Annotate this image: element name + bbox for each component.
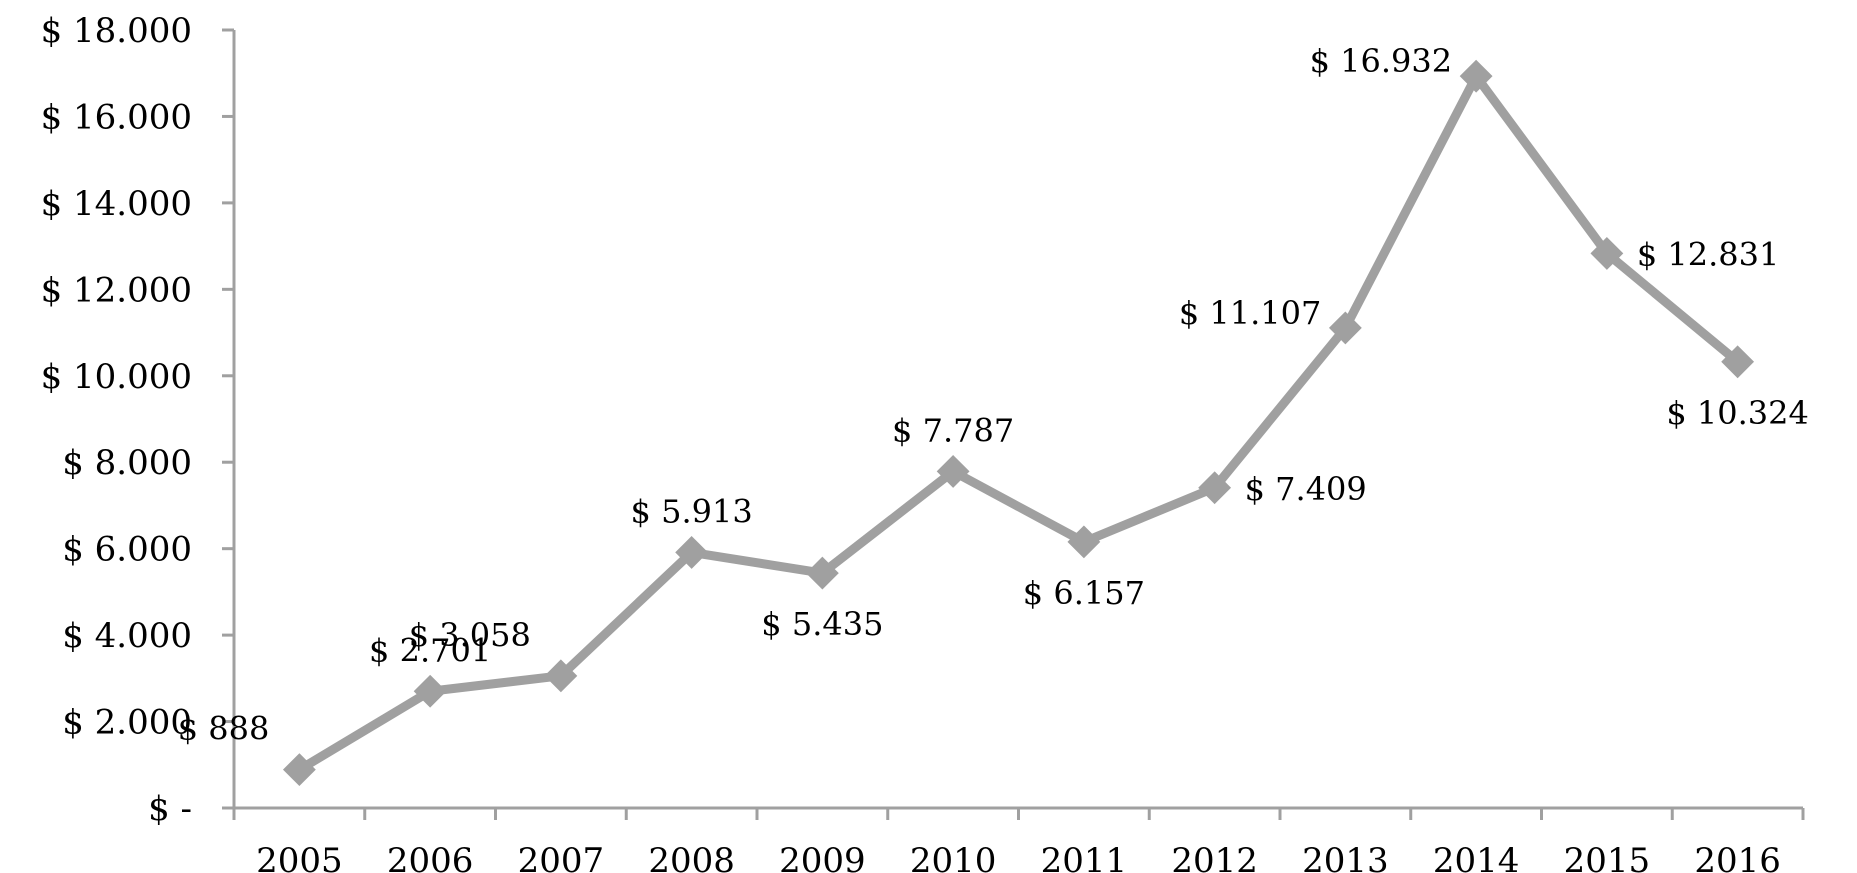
data-label: $ 5.913 — [631, 492, 753, 530]
x-tick-label: 2006 — [387, 841, 474, 873]
y-tick-label: $ 6.000 — [62, 530, 192, 570]
y-tick-label: $ 8.000 — [62, 443, 192, 483]
data-label: $ 7.787 — [892, 411, 1014, 449]
data-label: $ 11.107 — [1179, 294, 1322, 332]
x-tick-label: 2014 — [1433, 841, 1520, 873]
y-tick-label: $ 2.000 — [62, 703, 192, 743]
data-labels: $ 888 $ 2.701$ 3.058 $ 5.913 $ 5.435 $ 7.787… — [178, 42, 1809, 747]
data-point-marker — [675, 536, 709, 569]
data-point-marker — [1198, 471, 1232, 505]
data-label: $ 12.831 — [1637, 235, 1780, 273]
y-tick-label: $ 4.000 — [62, 616, 192, 656]
x-tick-label: 2010 — [910, 841, 997, 873]
data-point-marker — [1590, 237, 1624, 270]
data-label: $ 5.435 — [761, 605, 883, 643]
x-tick-label: 2009 — [779, 841, 866, 873]
x-tick-label: 2013 — [1302, 841, 1389, 873]
x-tick-label: 2005 — [256, 841, 343, 873]
x-tick-label: 2008 — [648, 841, 735, 873]
series-polyline — [297, 71, 1741, 774]
y-tick-label: $ 16.000 — [41, 97, 192, 137]
data-label: $ 16.932 — [1310, 42, 1453, 80]
y-axis: $ - $ 2.000 $ 4.000 $ 6.000 $ 8.000 $ 10.000 $… — [41, 11, 236, 829]
x-tick-label: 2007 — [518, 841, 605, 873]
data-label: $ 6.157 — [1023, 574, 1145, 612]
data-point-marker — [544, 659, 578, 693]
data-point-marker — [805, 556, 839, 590]
x-tick-label: 2012 — [1171, 841, 1258, 873]
y-tick-label: $ 10.000 — [41, 357, 192, 397]
data-point-marker — [936, 455, 970, 488]
y-tick-label: $ 18.000 — [41, 11, 192, 51]
y-tick-label: $ - — [148, 789, 192, 829]
x-axis: 2005 2006 2007 2008 2009 2010 2011 2012 2013 2014… — [232, 806, 1805, 873]
data-label: $ 7.409 — [1245, 470, 1367, 508]
data-point-marker — [282, 753, 316, 787]
x-tick-label: 2011 — [1041, 841, 1128, 873]
x-tick-label: 2016 — [1694, 841, 1781, 873]
y-tick-label: $ 12.000 — [41, 270, 192, 310]
series-markers — [282, 59, 1755, 787]
data-point-marker — [1721, 345, 1755, 379]
y-tick-label: $ 14.000 — [41, 184, 192, 224]
series-line — [297, 71, 1741, 774]
data-label: $ 10.324 — [1666, 394, 1809, 432]
data-label: $ 888 — [178, 710, 270, 748]
data-point-marker — [413, 674, 447, 708]
data-label: $ 2.701 — [369, 631, 491, 669]
data-point-marker — [1328, 311, 1362, 345]
data-point-marker — [1067, 525, 1101, 559]
x-tick-label: 2015 — [1564, 841, 1651, 873]
data-point-marker — [1459, 59, 1493, 93]
data-label: $ 3.058 — [409, 616, 531, 654]
